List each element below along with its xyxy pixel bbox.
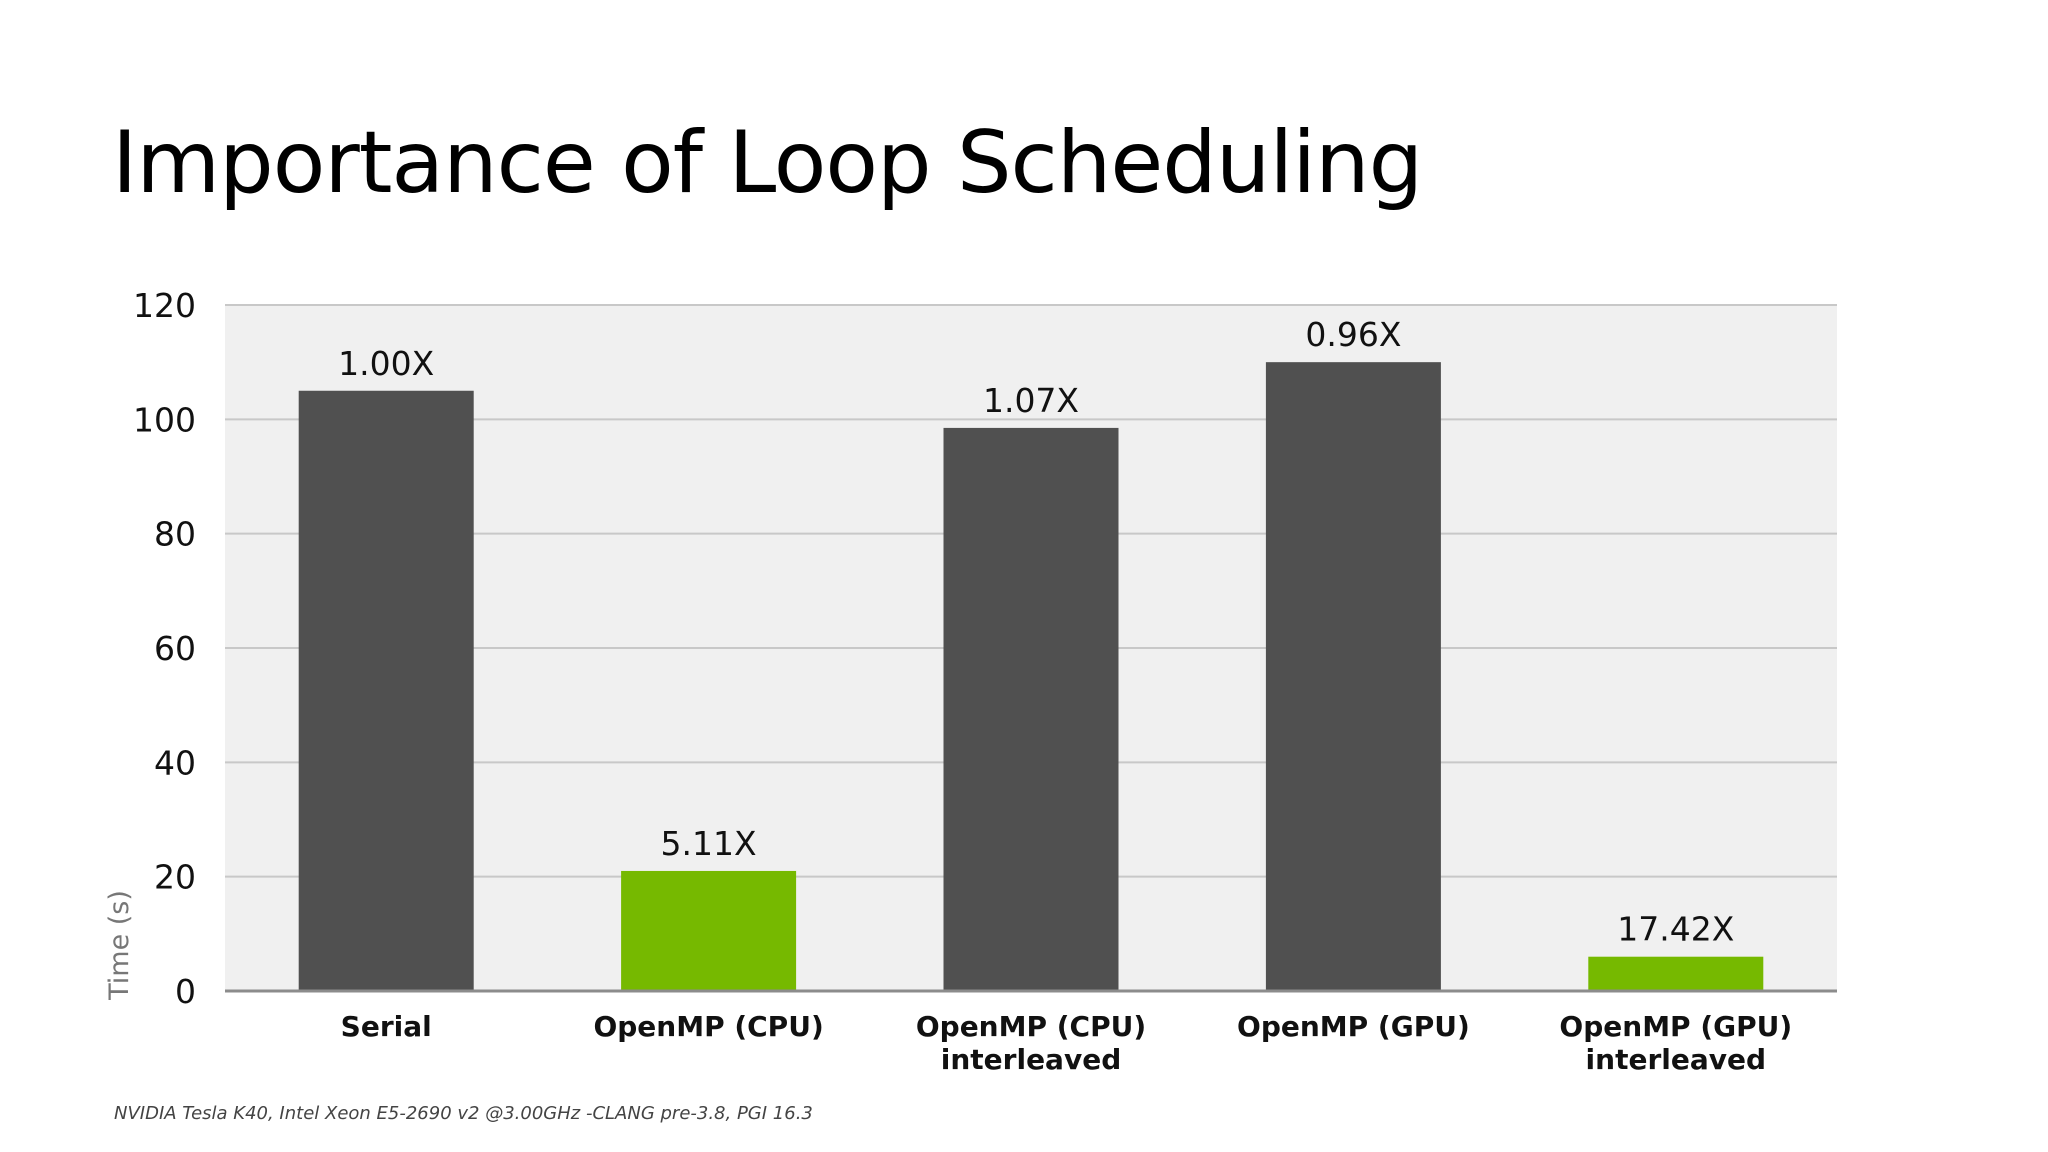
y-tick-label: 100	[133, 400, 196, 439]
category-label: interleaved	[1586, 1043, 1766, 1076]
y-tick-label: 20	[154, 858, 196, 897]
slide-title: Importance of Loop Scheduling	[112, 113, 1423, 213]
bar	[1588, 956, 1764, 991]
bar-data-label: 1.00X	[338, 344, 434, 383]
bar	[298, 390, 474, 991]
y-tick-label: 0	[175, 972, 196, 1011]
y-tick-label: 40	[154, 743, 196, 782]
y-axis-title: Time (s)	[104, 890, 135, 1001]
y-tick-label: 80	[154, 515, 196, 554]
category-label: Serial	[341, 1010, 432, 1043]
category-label: OpenMP (GPU)	[1559, 1010, 1792, 1043]
bar	[943, 427, 1119, 991]
y-axis-ticks: 0 20 40 60 80 100 120	[133, 286, 196, 1011]
bar	[1265, 362, 1441, 992]
category-label: OpenMP (CPU)	[916, 1010, 1146, 1043]
y-tick-label: 120	[133, 286, 196, 325]
footnote: NVIDIA Tesla K40, Intel Xeon E5-2690 v2 …	[114, 1103, 813, 1124]
bar	[621, 870, 797, 991]
category-label: OpenMP (CPU)	[593, 1010, 823, 1043]
data-labels: 1.00X 5.11X 1.07X 0.96X 17.42X	[338, 315, 1734, 949]
bar-data-label: 17.42X	[1617, 910, 1734, 949]
category-label: interleaved	[941, 1043, 1121, 1076]
bar-data-label: 5.11X	[661, 824, 757, 863]
y-tick-label: 60	[154, 629, 196, 668]
category-labels: Serial OpenMP (CPU) OpenMP (CPU)interleave…	[341, 1010, 1793, 1076]
bar-data-label: 1.07X	[983, 381, 1079, 420]
bar-data-label: 0.96X	[1305, 315, 1401, 354]
bars	[298, 362, 1764, 992]
category-label: OpenMP (GPU)	[1237, 1010, 1470, 1043]
